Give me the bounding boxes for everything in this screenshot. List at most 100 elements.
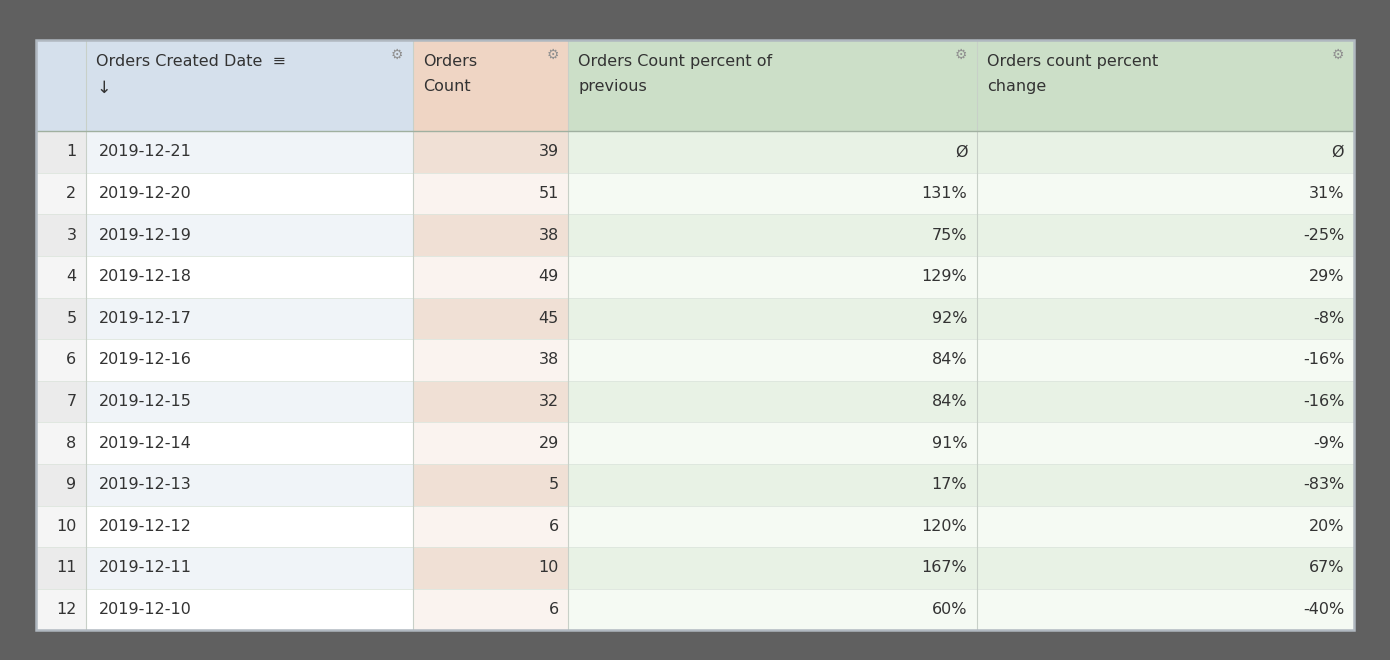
FancyBboxPatch shape <box>86 298 413 339</box>
Text: 2019-12-11: 2019-12-11 <box>99 560 192 576</box>
Text: 129%: 129% <box>922 269 967 284</box>
Text: Count: Count <box>423 79 470 94</box>
Text: 17%: 17% <box>931 477 967 492</box>
FancyBboxPatch shape <box>86 381 413 422</box>
FancyBboxPatch shape <box>36 214 86 256</box>
Text: 20%: 20% <box>1308 519 1344 534</box>
Text: 84%: 84% <box>931 352 967 368</box>
Text: change: change <box>987 79 1045 94</box>
FancyBboxPatch shape <box>36 256 86 298</box>
Text: 9: 9 <box>67 477 76 492</box>
Text: ⚙: ⚙ <box>391 48 403 62</box>
Text: 29%: 29% <box>1308 269 1344 284</box>
Text: Orders count percent: Orders count percent <box>987 54 1158 69</box>
FancyBboxPatch shape <box>413 464 569 506</box>
Text: -83%: -83% <box>1302 477 1344 492</box>
Text: 2: 2 <box>67 186 76 201</box>
FancyBboxPatch shape <box>569 214 977 256</box>
Text: 11: 11 <box>56 560 76 576</box>
FancyBboxPatch shape <box>977 298 1354 339</box>
FancyBboxPatch shape <box>569 298 977 339</box>
Text: 6: 6 <box>549 519 559 534</box>
FancyBboxPatch shape <box>36 40 86 131</box>
Text: 67%: 67% <box>1308 560 1344 576</box>
FancyBboxPatch shape <box>977 422 1354 464</box>
FancyBboxPatch shape <box>86 464 413 506</box>
FancyBboxPatch shape <box>36 589 86 630</box>
FancyBboxPatch shape <box>977 214 1354 256</box>
Text: 84%: 84% <box>931 394 967 409</box>
Text: 38: 38 <box>538 352 559 368</box>
Text: 45: 45 <box>538 311 559 326</box>
FancyBboxPatch shape <box>86 339 413 381</box>
FancyBboxPatch shape <box>36 547 86 589</box>
Text: 2019-12-13: 2019-12-13 <box>99 477 192 492</box>
Text: ⚙: ⚙ <box>955 48 967 62</box>
FancyBboxPatch shape <box>977 256 1354 298</box>
Text: 10: 10 <box>538 560 559 576</box>
FancyBboxPatch shape <box>86 214 413 256</box>
Text: 6: 6 <box>67 352 76 368</box>
FancyBboxPatch shape <box>413 506 569 547</box>
Text: Ø: Ø <box>1332 145 1344 160</box>
FancyBboxPatch shape <box>413 256 569 298</box>
FancyBboxPatch shape <box>36 339 86 381</box>
FancyBboxPatch shape <box>86 256 413 298</box>
Text: 1: 1 <box>67 145 76 160</box>
FancyBboxPatch shape <box>569 589 977 630</box>
FancyBboxPatch shape <box>36 381 86 422</box>
FancyBboxPatch shape <box>36 422 86 464</box>
FancyBboxPatch shape <box>36 506 86 547</box>
Text: 2019-12-17: 2019-12-17 <box>99 311 192 326</box>
FancyBboxPatch shape <box>569 40 977 131</box>
Text: -9%: -9% <box>1314 436 1344 451</box>
Text: 7: 7 <box>67 394 76 409</box>
FancyBboxPatch shape <box>413 173 569 214</box>
Text: ⚙: ⚙ <box>546 48 559 62</box>
FancyBboxPatch shape <box>413 422 569 464</box>
Text: 2019-12-10: 2019-12-10 <box>99 602 192 617</box>
FancyBboxPatch shape <box>569 173 977 214</box>
Text: ⚙: ⚙ <box>1332 48 1344 62</box>
FancyBboxPatch shape <box>413 339 569 381</box>
FancyBboxPatch shape <box>86 547 413 589</box>
Text: 49: 49 <box>538 269 559 284</box>
Text: 10: 10 <box>56 519 76 534</box>
Text: 131%: 131% <box>922 186 967 201</box>
Text: previous: previous <box>578 79 646 94</box>
FancyBboxPatch shape <box>86 131 413 173</box>
Text: 6: 6 <box>549 602 559 617</box>
FancyBboxPatch shape <box>977 589 1354 630</box>
FancyBboxPatch shape <box>36 464 86 506</box>
FancyBboxPatch shape <box>977 547 1354 589</box>
Text: 38: 38 <box>538 228 559 243</box>
Text: -40%: -40% <box>1302 602 1344 617</box>
Text: 2019-12-20: 2019-12-20 <box>99 186 192 201</box>
Text: 12: 12 <box>56 602 76 617</box>
FancyBboxPatch shape <box>413 40 569 131</box>
FancyBboxPatch shape <box>413 547 569 589</box>
Text: 2019-12-16: 2019-12-16 <box>99 352 192 368</box>
FancyBboxPatch shape <box>413 381 569 422</box>
FancyBboxPatch shape <box>36 40 1354 630</box>
FancyBboxPatch shape <box>86 506 413 547</box>
FancyBboxPatch shape <box>977 131 1354 173</box>
Text: 2019-12-15: 2019-12-15 <box>99 394 192 409</box>
Text: 4: 4 <box>67 269 76 284</box>
Text: 120%: 120% <box>922 519 967 534</box>
FancyBboxPatch shape <box>569 256 977 298</box>
Text: 91%: 91% <box>931 436 967 451</box>
Text: 2019-12-14: 2019-12-14 <box>99 436 192 451</box>
Text: 2019-12-21: 2019-12-21 <box>99 145 192 160</box>
FancyBboxPatch shape <box>86 40 413 131</box>
FancyBboxPatch shape <box>569 381 977 422</box>
FancyBboxPatch shape <box>569 464 977 506</box>
FancyBboxPatch shape <box>569 422 977 464</box>
Text: -8%: -8% <box>1314 311 1344 326</box>
FancyBboxPatch shape <box>36 298 86 339</box>
FancyBboxPatch shape <box>977 40 1354 131</box>
Text: 5: 5 <box>549 477 559 492</box>
FancyBboxPatch shape <box>86 589 413 630</box>
FancyBboxPatch shape <box>977 464 1354 506</box>
FancyBboxPatch shape <box>413 298 569 339</box>
